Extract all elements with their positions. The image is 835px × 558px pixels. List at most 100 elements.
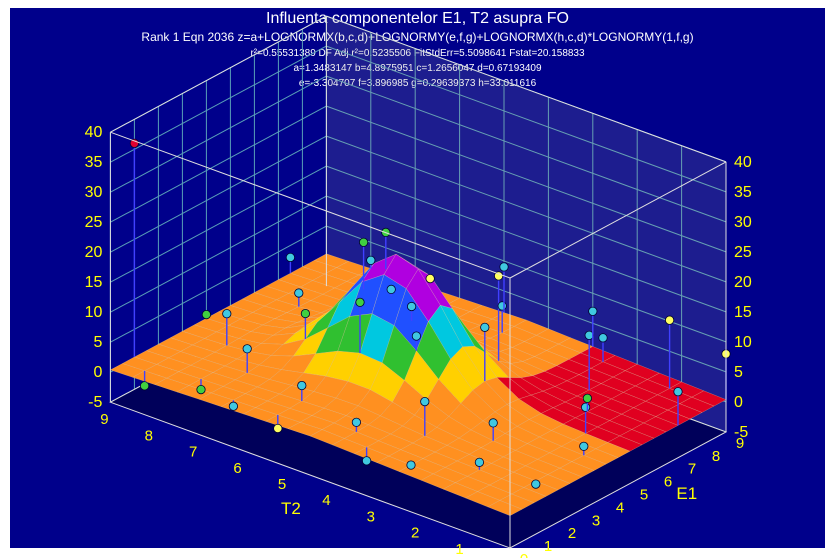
data-point	[582, 393, 593, 403]
bounding-box	[109, 15, 727, 548]
grid-line-z	[326, 45, 727, 193]
data-point	[497, 301, 507, 311]
chart-equation: Rank 1 Eqn 2036 z=a+LOGNORMX(b,c,d)+LOGN…	[141, 30, 694, 44]
data-point	[196, 384, 206, 395]
box-edge-top	[110, 15, 327, 133]
t2-tick-label: 9	[100, 411, 108, 428]
e1-axis-label: E1	[676, 484, 697, 503]
box-edge-top	[509, 161, 727, 279]
z-tick-label-left: 40	[85, 124, 103, 141]
box-edge-top	[326, 15, 727, 163]
e1-tick-label: 5	[640, 487, 648, 504]
t2-tick-label: 6	[233, 460, 241, 477]
grid-line-z	[110, 195, 327, 313]
e1-tick-label: 0	[520, 551, 528, 558]
data-point	[358, 237, 369, 247]
t2-tick-label: 5	[278, 476, 286, 493]
e1-tick-label: 9	[736, 435, 744, 452]
t2-tick-label: 8	[145, 427, 153, 444]
data-point	[425, 273, 435, 284]
axes: -5-5005510101515202025253030353540400123…	[85, 124, 752, 558]
grid-line-z	[110, 135, 327, 253]
grid-line-z	[326, 105, 727, 253]
data-point	[598, 333, 608, 343]
z-tick-label-right: 20	[734, 274, 752, 291]
z-tick-label-right: 10	[734, 334, 752, 351]
data-point	[366, 255, 376, 265]
fitted-surface	[109, 253, 727, 516]
chart-params-line-2: e=-3.304707 f=3.896985 g=0.29639373 h=33…	[298, 78, 537, 89]
box-edge-top	[110, 131, 511, 279]
back-wall-shade	[326, 16, 726, 432]
chart-fit-stats: r²=0.55531389 DF Adj r²=0.5235506 FitStd…	[250, 48, 585, 59]
data-point	[297, 380, 307, 391]
grid-line-z	[326, 165, 727, 313]
data-point	[201, 309, 211, 320]
z-tick-label-left: 10	[85, 304, 103, 321]
z-tick-label-left: 35	[85, 154, 103, 171]
data-point	[140, 381, 150, 391]
e1-tick-label: 4	[616, 499, 624, 516]
t2-tick-label: 1	[455, 541, 463, 558]
z-tick-label-right: 0	[734, 394, 743, 411]
data-point	[664, 315, 675, 325]
grid-line-z	[110, 105, 327, 223]
z-tick-label-right: 5	[734, 364, 743, 381]
grid-line-z	[326, 225, 727, 373]
e1-tick-label: 7	[688, 461, 696, 478]
data-point	[673, 387, 683, 397]
z-tick-label-left: 25	[85, 214, 103, 231]
grid-line-z	[110, 45, 327, 163]
data-point	[242, 344, 252, 354]
grid-line-z	[110, 165, 327, 283]
t2-axis-label: T2	[281, 499, 301, 518]
data-point	[420, 396, 430, 407]
z-tick-label-right: 15	[734, 304, 752, 321]
z-tick-label-left: -5	[88, 394, 102, 411]
data-point	[474, 457, 484, 467]
chart-title: Influenta componentelor E1, T2 asupra FO	[266, 10, 569, 27]
data-point	[411, 331, 421, 341]
data-point	[222, 309, 232, 319]
data-point	[386, 284, 396, 294]
data-point	[406, 460, 416, 470]
e1-tick-label: 1	[544, 538, 552, 555]
z-tick-label-left: 0	[93, 364, 102, 381]
data-point	[480, 322, 490, 332]
grid-line-z	[110, 225, 327, 343]
t2-tick-label: 4	[322, 492, 330, 509]
e1-tick-label: 2	[568, 525, 576, 542]
z-tick-label-right: 40	[734, 154, 752, 171]
data-point	[228, 401, 238, 411]
z-tick-label-left: 30	[85, 184, 103, 201]
z-tick-label-right: 35	[734, 184, 752, 201]
data-point	[488, 418, 498, 428]
z-tick-label-right: 30	[734, 214, 752, 231]
chart-params-line-1: a=1.3483147 b=4.8975951 c=1.2656047 d=0.…	[293, 63, 542, 74]
data-point	[351, 417, 361, 427]
t2-tick-label: 3	[367, 508, 375, 525]
data-point	[361, 456, 372, 466]
data-point	[273, 423, 283, 434]
data-point	[355, 297, 365, 307]
e1-tick-label: 6	[664, 474, 672, 491]
surface-patch	[487, 500, 523, 516]
data-point	[531, 479, 541, 489]
e1-tick-label: 8	[712, 448, 720, 465]
data-point	[294, 288, 304, 298]
z-tick-label-right: -5	[734, 424, 748, 441]
data-point	[580, 402, 591, 412]
data-point	[406, 301, 417, 312]
data-point	[285, 252, 295, 263]
t2-tick-label: 7	[189, 444, 197, 461]
e1-tick-label: 3	[592, 512, 600, 529]
data-point	[588, 306, 598, 316]
grid-line-z	[110, 75, 327, 193]
z-tick-label-left: 20	[85, 244, 103, 261]
data-point	[499, 262, 509, 272]
z-tick-label-left: 5	[93, 334, 102, 351]
z-tick-label-left: 15	[85, 274, 103, 291]
z-tick-label-right: 25	[734, 244, 752, 261]
